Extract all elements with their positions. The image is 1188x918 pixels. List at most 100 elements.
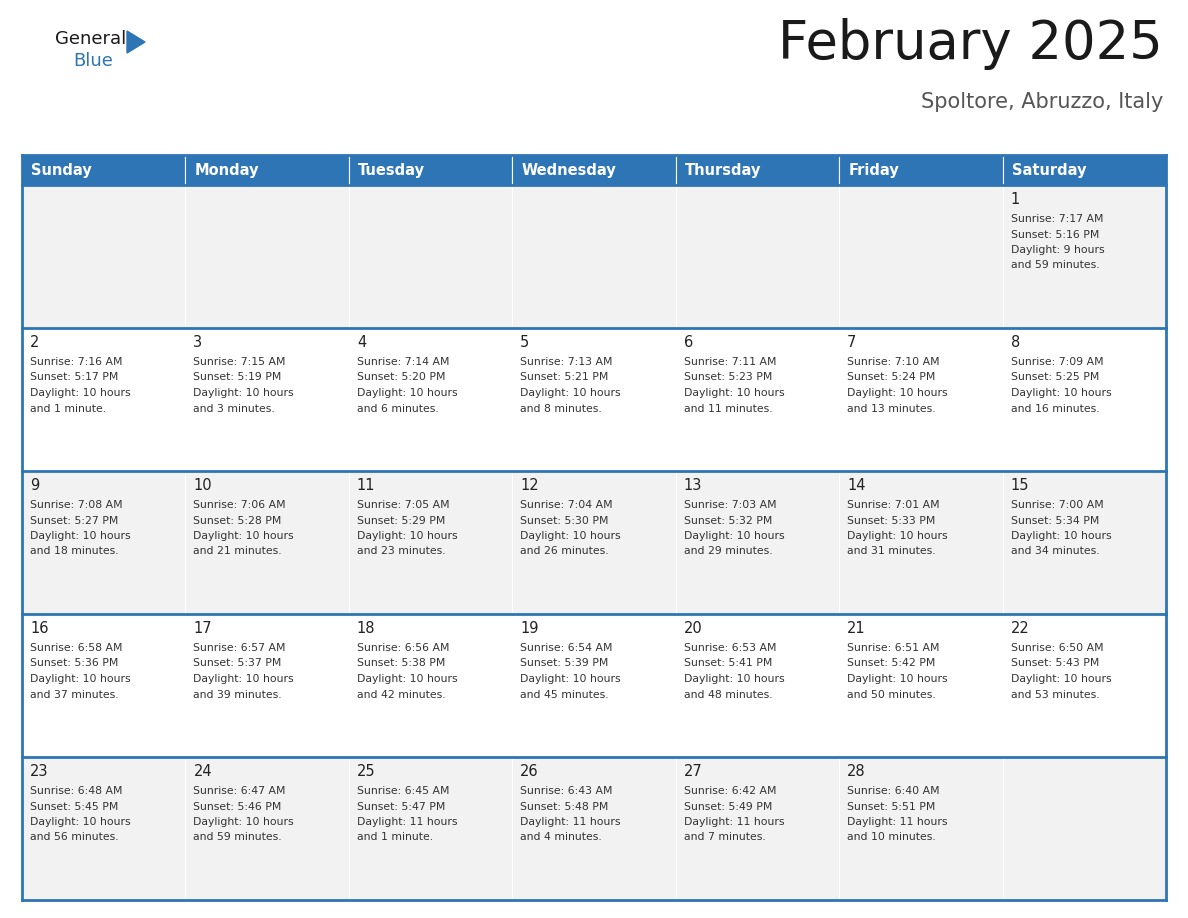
FancyBboxPatch shape <box>185 155 349 185</box>
FancyBboxPatch shape <box>23 471 185 614</box>
Text: and 13 minutes.: and 13 minutes. <box>847 404 936 413</box>
FancyBboxPatch shape <box>839 471 1003 614</box>
FancyBboxPatch shape <box>512 614 676 757</box>
Text: Daylight: 10 hours: Daylight: 10 hours <box>30 674 131 684</box>
Text: 17: 17 <box>194 621 211 636</box>
Text: Sunset: 5:42 PM: Sunset: 5:42 PM <box>847 658 935 668</box>
FancyBboxPatch shape <box>839 328 1003 471</box>
Text: Daylight: 10 hours: Daylight: 10 hours <box>847 388 948 398</box>
Text: Daylight: 10 hours: Daylight: 10 hours <box>194 817 295 827</box>
Text: and 6 minutes.: and 6 minutes. <box>356 404 438 413</box>
Text: Blue: Blue <box>72 52 113 70</box>
FancyBboxPatch shape <box>349 757 512 900</box>
Text: Sunrise: 7:11 AM: Sunrise: 7:11 AM <box>684 357 776 367</box>
Text: 4: 4 <box>356 335 366 350</box>
Text: Sunrise: 6:47 AM: Sunrise: 6:47 AM <box>194 786 286 796</box>
FancyBboxPatch shape <box>1003 155 1165 185</box>
Text: Daylight: 10 hours: Daylight: 10 hours <box>847 531 948 541</box>
Text: Sunset: 5:37 PM: Sunset: 5:37 PM <box>194 658 282 668</box>
Text: and 8 minutes.: and 8 minutes. <box>520 404 602 413</box>
Text: and 56 minutes.: and 56 minutes. <box>30 833 119 843</box>
Text: 5: 5 <box>520 335 530 350</box>
Text: 28: 28 <box>847 764 866 779</box>
Text: Daylight: 10 hours: Daylight: 10 hours <box>847 674 948 684</box>
Text: Sunrise: 6:43 AM: Sunrise: 6:43 AM <box>520 786 613 796</box>
Text: 2: 2 <box>30 335 39 350</box>
Text: and 4 minutes.: and 4 minutes. <box>520 833 602 843</box>
Text: Sunrise: 7:10 AM: Sunrise: 7:10 AM <box>847 357 940 367</box>
Text: Daylight: 10 hours: Daylight: 10 hours <box>356 388 457 398</box>
Text: and 50 minutes.: and 50 minutes. <box>847 689 936 700</box>
Text: Daylight: 10 hours: Daylight: 10 hours <box>520 388 621 398</box>
Text: Daylight: 10 hours: Daylight: 10 hours <box>30 531 131 541</box>
FancyBboxPatch shape <box>23 328 185 471</box>
FancyBboxPatch shape <box>185 185 349 328</box>
Text: and 16 minutes.: and 16 minutes. <box>1011 404 1099 413</box>
Text: Sunset: 5:47 PM: Sunset: 5:47 PM <box>356 801 446 812</box>
Text: 6: 6 <box>684 335 693 350</box>
Text: February 2025: February 2025 <box>778 18 1163 70</box>
FancyBboxPatch shape <box>676 757 839 900</box>
Text: Daylight: 10 hours: Daylight: 10 hours <box>194 674 295 684</box>
FancyBboxPatch shape <box>185 757 349 900</box>
FancyBboxPatch shape <box>839 155 1003 185</box>
Text: Sunset: 5:30 PM: Sunset: 5:30 PM <box>520 516 608 525</box>
Text: 10: 10 <box>194 478 211 493</box>
Text: Sunset: 5:27 PM: Sunset: 5:27 PM <box>30 516 119 525</box>
Text: Sunset: 5:43 PM: Sunset: 5:43 PM <box>1011 658 1099 668</box>
FancyBboxPatch shape <box>676 185 839 328</box>
FancyBboxPatch shape <box>23 614 185 757</box>
Text: and 31 minutes.: and 31 minutes. <box>847 546 936 556</box>
Text: Sunrise: 7:17 AM: Sunrise: 7:17 AM <box>1011 214 1104 224</box>
Text: and 37 minutes.: and 37 minutes. <box>30 689 119 700</box>
Text: Sunrise: 7:08 AM: Sunrise: 7:08 AM <box>30 500 122 510</box>
Text: and 7 minutes.: and 7 minutes. <box>684 833 765 843</box>
Text: 13: 13 <box>684 478 702 493</box>
Text: Sunrise: 6:54 AM: Sunrise: 6:54 AM <box>520 643 613 653</box>
Text: Friday: Friday <box>848 162 899 177</box>
Text: and 29 minutes.: and 29 minutes. <box>684 546 772 556</box>
Text: and 48 minutes.: and 48 minutes. <box>684 689 772 700</box>
Text: Daylight: 10 hours: Daylight: 10 hours <box>1011 674 1111 684</box>
Text: and 18 minutes.: and 18 minutes. <box>30 546 119 556</box>
Text: Sunrise: 7:14 AM: Sunrise: 7:14 AM <box>356 357 449 367</box>
Text: and 59 minutes.: and 59 minutes. <box>1011 261 1099 271</box>
Text: Sunset: 5:49 PM: Sunset: 5:49 PM <box>684 801 772 812</box>
Text: 7: 7 <box>847 335 857 350</box>
FancyBboxPatch shape <box>1003 614 1165 757</box>
Text: and 21 minutes.: and 21 minutes. <box>194 546 282 556</box>
Text: Sunrise: 6:40 AM: Sunrise: 6:40 AM <box>847 786 940 796</box>
Text: 22: 22 <box>1011 621 1029 636</box>
Text: Daylight: 10 hours: Daylight: 10 hours <box>1011 531 1111 541</box>
Text: and 26 minutes.: and 26 minutes. <box>520 546 609 556</box>
FancyBboxPatch shape <box>839 757 1003 900</box>
Text: Sunrise: 6:48 AM: Sunrise: 6:48 AM <box>30 786 122 796</box>
Text: Sunset: 5:39 PM: Sunset: 5:39 PM <box>520 658 608 668</box>
Text: Daylight: 10 hours: Daylight: 10 hours <box>1011 388 1111 398</box>
Text: 8: 8 <box>1011 335 1019 350</box>
Text: 20: 20 <box>684 621 702 636</box>
Text: 12: 12 <box>520 478 539 493</box>
Text: General: General <box>55 30 126 48</box>
Text: 3: 3 <box>194 335 202 350</box>
Text: 19: 19 <box>520 621 539 636</box>
Text: Sunset: 5:38 PM: Sunset: 5:38 PM <box>356 658 446 668</box>
Text: Thursday: Thursday <box>684 162 762 177</box>
Text: 14: 14 <box>847 478 866 493</box>
Text: Daylight: 10 hours: Daylight: 10 hours <box>356 531 457 541</box>
Text: Sunday: Sunday <box>31 162 91 177</box>
FancyBboxPatch shape <box>839 185 1003 328</box>
Text: Sunset: 5:28 PM: Sunset: 5:28 PM <box>194 516 282 525</box>
Text: Sunset: 5:45 PM: Sunset: 5:45 PM <box>30 801 119 812</box>
Text: Daylight: 10 hours: Daylight: 10 hours <box>684 531 784 541</box>
FancyBboxPatch shape <box>512 757 676 900</box>
Text: Sunset: 5:20 PM: Sunset: 5:20 PM <box>356 373 446 383</box>
Text: Sunrise: 6:50 AM: Sunrise: 6:50 AM <box>1011 643 1104 653</box>
FancyBboxPatch shape <box>23 757 185 900</box>
FancyBboxPatch shape <box>1003 185 1165 328</box>
FancyBboxPatch shape <box>512 471 676 614</box>
Text: Sunset: 5:17 PM: Sunset: 5:17 PM <box>30 373 119 383</box>
Text: Daylight: 10 hours: Daylight: 10 hours <box>30 388 131 398</box>
FancyBboxPatch shape <box>1003 328 1165 471</box>
Text: Sunrise: 6:51 AM: Sunrise: 6:51 AM <box>847 643 940 653</box>
